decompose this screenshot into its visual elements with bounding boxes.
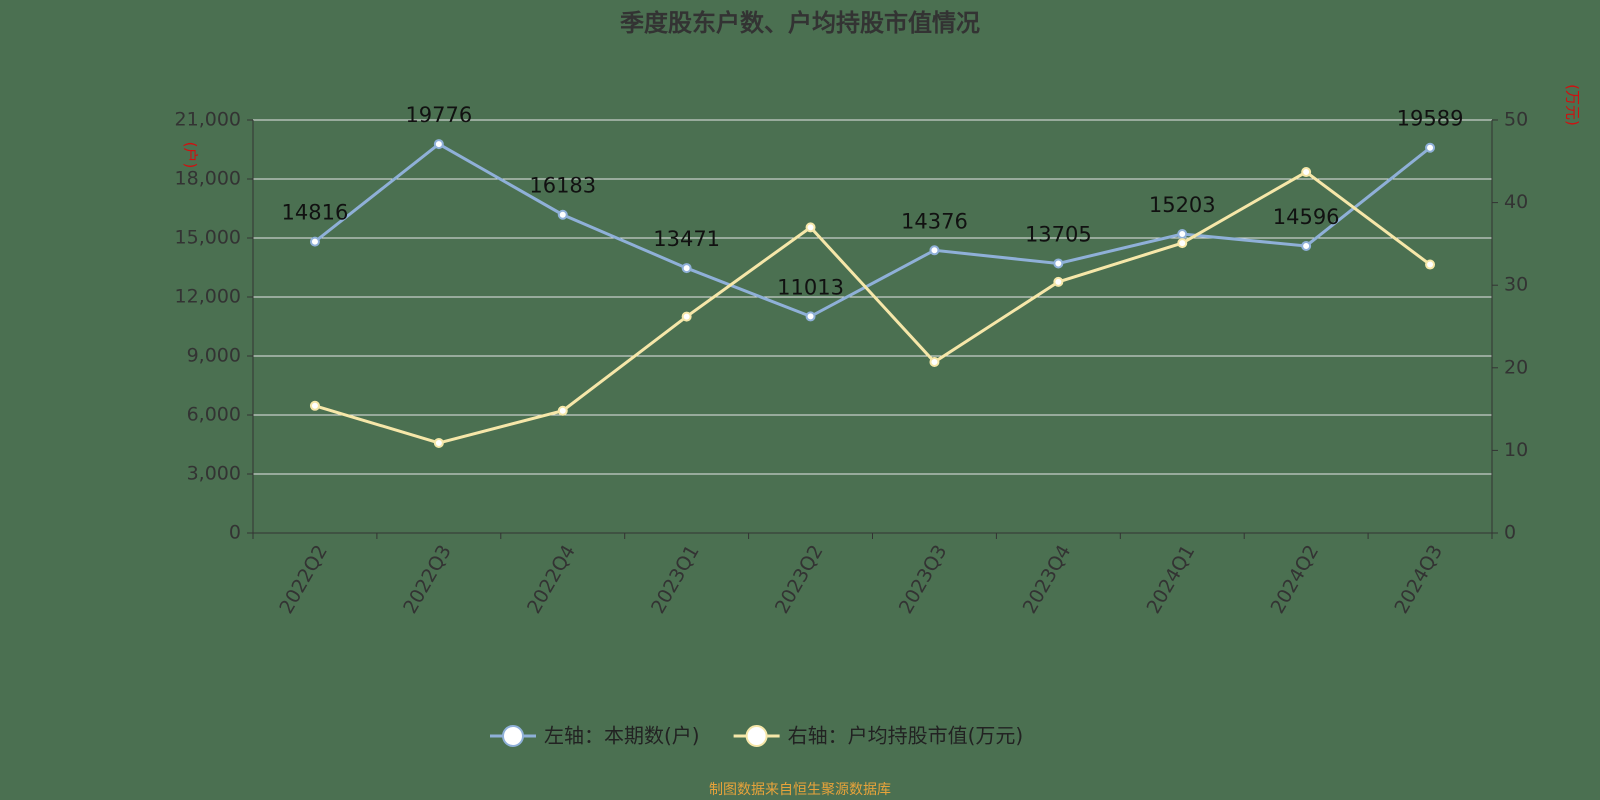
point	[557, 209, 568, 220]
point	[929, 245, 940, 256]
point	[805, 222, 816, 233]
y-tick-label: 6,000	[187, 404, 241, 426]
data-label: 15203	[1149, 193, 1216, 217]
point	[1053, 258, 1064, 269]
y-tick-label: 15,000	[175, 227, 241, 249]
point	[1425, 142, 1436, 153]
legend-item: 右轴：户均持股市值(万元)	[733, 724, 1024, 748]
point	[1053, 276, 1064, 287]
y-axis-label: (户)	[182, 142, 200, 169]
y2-tick-label: 30	[1504, 274, 1528, 296]
data-label: 13705	[1025, 222, 1092, 246]
data-label: 14376	[901, 209, 968, 233]
point	[1425, 259, 1436, 270]
point	[1177, 238, 1188, 249]
point	[433, 139, 444, 150]
point	[309, 400, 320, 411]
point	[1301, 240, 1312, 251]
y2-tick-label: 50	[1504, 109, 1528, 131]
data-label: 13471	[653, 227, 720, 251]
point	[309, 236, 320, 247]
legend-marker	[502, 725, 524, 747]
point	[433, 437, 444, 448]
y2-tick-label: 40	[1504, 191, 1528, 213]
legend-label: 左轴：本期数(户)	[544, 724, 700, 748]
data-label: 11013	[777, 275, 844, 299]
legend-label: 右轴：户均持股市值(万元)	[788, 724, 1024, 748]
series-line	[314, 170, 1431, 445]
point	[1301, 167, 1312, 178]
data-label: 14596	[1273, 205, 1340, 229]
y-tick-label: 9,000	[187, 345, 241, 367]
y2-tick-label: 20	[1504, 356, 1528, 378]
data-label: 19589	[1397, 107, 1464, 131]
y-tick-label: 18,000	[175, 168, 241, 190]
point	[1177, 229, 1188, 240]
y2-axis-label: (万元)	[1564, 84, 1582, 126]
y2-tick-label: 0	[1504, 522, 1516, 544]
point	[681, 263, 692, 274]
y-tick-label: 3,000	[187, 463, 241, 485]
data-label: 16183	[529, 174, 596, 198]
y2-tick-label: 10	[1504, 439, 1528, 461]
legend-marker	[745, 725, 768, 747]
series-line	[314, 142, 1431, 319]
data-label: 14816	[282, 201, 349, 225]
point	[929, 357, 940, 368]
chart-title: 季度股东户数、户均持股市值情况	[620, 9, 980, 37]
legend-item: 左轴：本期数(户)	[490, 724, 700, 748]
y-tick-label: 21,000	[175, 109, 241, 131]
y-tick-label: 12,000	[175, 286, 241, 308]
y-tick-label: 0	[229, 522, 241, 544]
source-note: 制图数据来自恒生聚源数据库	[709, 782, 891, 798]
point	[557, 405, 568, 416]
point	[681, 311, 692, 322]
data-label: 19776	[405, 103, 472, 127]
point	[805, 311, 816, 322]
